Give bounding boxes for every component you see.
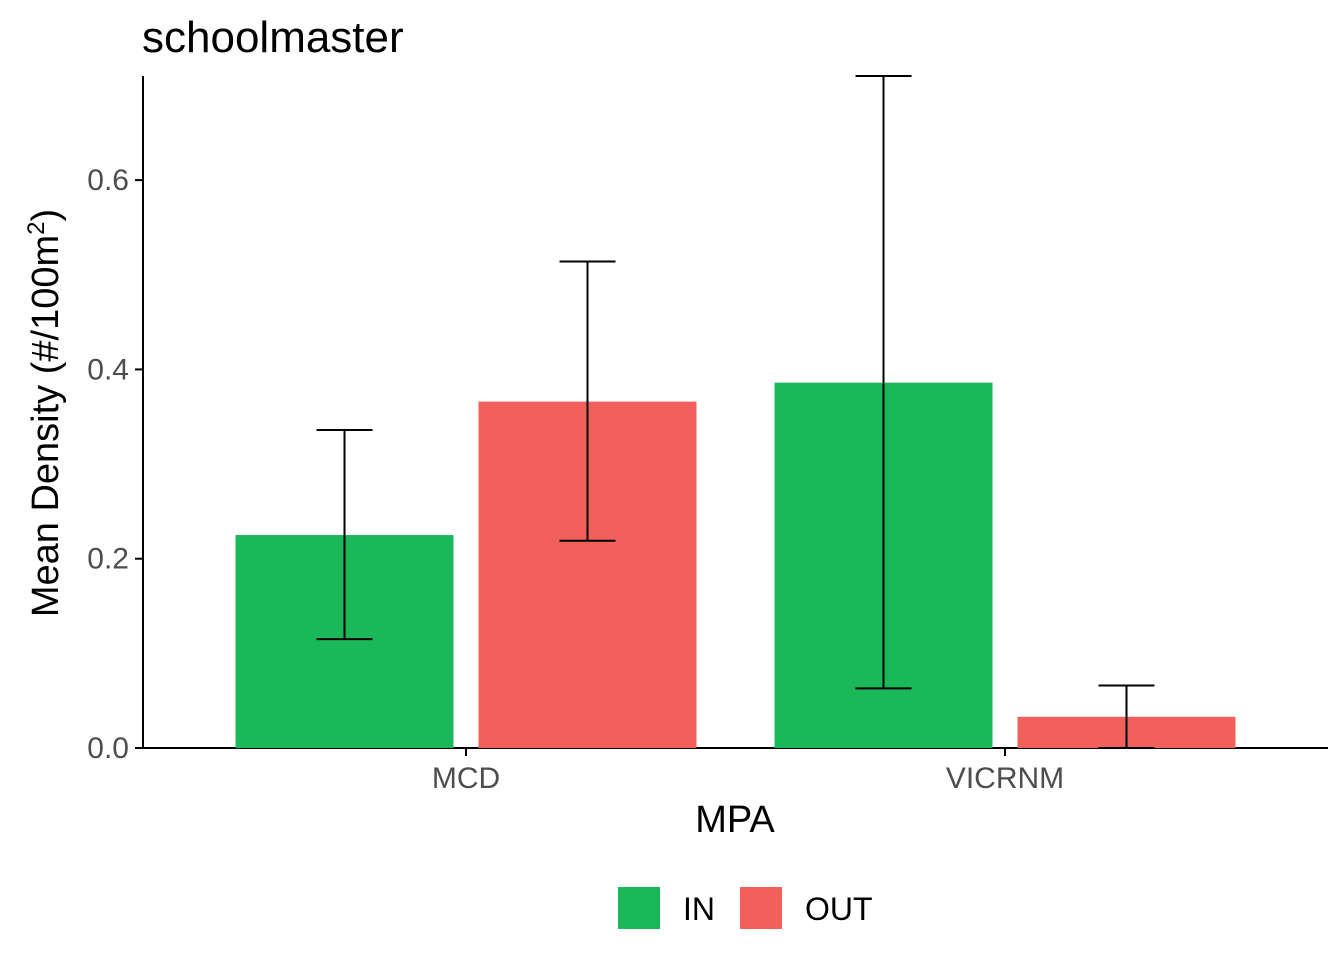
y-tick-label: 0.6 (87, 164, 129, 197)
error-bar-out-vicrnm (1098, 684, 1155, 749)
error-bars (316, 75, 1155, 749)
x-ticks: MCD VICRNM (432, 748, 1064, 795)
chart-title: schoolmaster (142, 13, 404, 62)
legend-swatch-in (618, 887, 660, 929)
error-bar-in-vicrnm (855, 75, 912, 690)
y-axis-title-close: ) (25, 209, 67, 222)
legend-label-out: OUT (805, 891, 873, 927)
y-axis-title-superscript: 2 (23, 222, 50, 235)
y-tick-label: 0.0 (87, 732, 129, 765)
legend: IN OUT (618, 887, 873, 929)
y-ticks: 0.0 0.2 0.4 0.6 (87, 164, 143, 765)
y-axis-title: Mean Density (#/100m2) (23, 209, 67, 617)
legend-swatch-out (740, 887, 782, 929)
legend-label-in: IN (683, 891, 715, 927)
x-axis-title: MPA (695, 799, 775, 841)
y-tick-label: 0.2 (87, 543, 129, 576)
y-tick-label: 0.4 (87, 353, 129, 386)
error-bar-out-mcd (559, 260, 616, 542)
bars (235, 382, 1236, 748)
x-tick-label: MCD (432, 762, 500, 795)
y-axis-title-main: Mean Density (#/100m (25, 235, 67, 617)
error-bar-in-mcd (316, 428, 373, 641)
x-tick-label: VICRNM (946, 762, 1064, 795)
